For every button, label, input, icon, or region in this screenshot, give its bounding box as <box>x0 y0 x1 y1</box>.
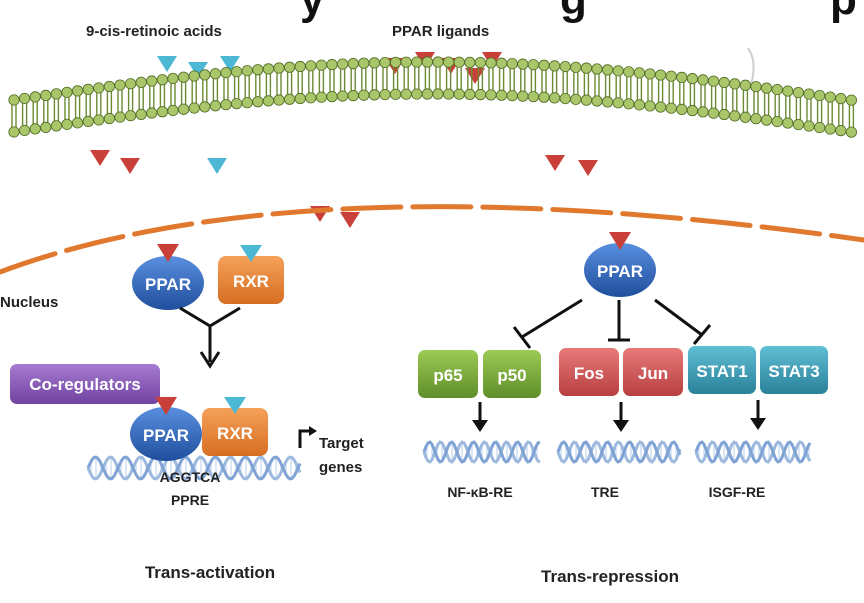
ppre-label: PPRE <box>171 492 209 508</box>
isgf-re-label: ISGF-RE <box>709 484 766 500</box>
retinoic-acid-ligands-extracellular <box>157 56 240 78</box>
dna-helix-isgf-re <box>694 440 812 464</box>
svg-text:p: p <box>830 0 857 24</box>
stat1-label: STAT1 <box>696 362 747 381</box>
trans-repression-label: Trans-repression <box>541 567 679 586</box>
rxr-bound-group: RXR <box>202 397 268 456</box>
stat3-label: STAT3 <box>768 362 819 381</box>
scan-artifact <box>747 47 755 89</box>
ppar-bound-group: PPAR <box>130 397 202 461</box>
p65-box <box>418 350 478 398</box>
inhibition-lines <box>512 298 712 349</box>
p65-label: p65 <box>433 366 462 385</box>
rxr-bound-label: RXR <box>217 424 253 443</box>
transcription-start-arrow <box>298 429 312 448</box>
svg-text:y: y <box>300 0 325 24</box>
coregulators-box <box>10 364 160 404</box>
ppre-sequence-label: AGGTCA <box>160 469 221 485</box>
ligands-cytoplasm <box>90 150 598 228</box>
rxr-left-label: RXR <box>233 272 269 291</box>
stat1-box <box>688 346 756 394</box>
ppar-ligands-label: PPAR ligands <box>392 23 489 40</box>
ppar-left-group: PPAR <box>132 244 204 310</box>
ppar-left-ligand <box>157 244 179 262</box>
ppar-right-group: PPAR <box>584 232 656 297</box>
jun-box <box>623 348 683 396</box>
heterodimer-arrow <box>179 306 241 369</box>
title-fragment: y g p <box>300 0 857 24</box>
nuclear-envelope <box>0 204 864 275</box>
rxr-left-group: RXR <box>218 245 284 304</box>
ppar-left-shape <box>132 256 204 310</box>
trans-activation-label: Trans-activation <box>145 563 275 582</box>
stat3-box <box>760 346 828 394</box>
svg-text:g: g <box>560 0 587 24</box>
rxr-left-shape <box>218 256 284 304</box>
retinoic-acids-label: 9-cis-retinoic acids <box>86 23 222 40</box>
tre-label: TRE <box>591 484 619 500</box>
ppar-bound-ligand <box>155 397 177 415</box>
nfkb-re-label: NF-κB-RE <box>447 484 512 500</box>
ppar-ligands-extracellular <box>385 52 502 84</box>
p50-box <box>483 350 541 398</box>
target-genes-label-line1: Target <box>319 435 364 452</box>
target-genes-label-line2: genes <box>319 459 362 476</box>
ppar-right-label: PPAR <box>597 262 643 281</box>
fos-box <box>559 348 619 396</box>
dna-helix-nfkb-re <box>422 440 541 464</box>
nucleus-label: Nucleus <box>0 294 58 311</box>
ppar-bound-label: PPAR <box>143 426 189 445</box>
response-element-arrows <box>472 400 766 432</box>
fos-label: Fos <box>574 364 604 383</box>
rxr-bound-ligand <box>224 397 246 414</box>
dna-helix-tre <box>556 440 682 464</box>
ppar-right-ligand <box>609 232 631 250</box>
p50-label: p50 <box>497 366 526 385</box>
coregulators-label: Co-regulators <box>29 375 140 394</box>
jun-label: Jun <box>638 364 668 383</box>
rxr-left-ligand <box>240 245 262 262</box>
ppar-left-label: PPAR <box>145 275 191 294</box>
dna-helix-ppre <box>86 455 302 481</box>
cell-membrane <box>8 56 858 138</box>
